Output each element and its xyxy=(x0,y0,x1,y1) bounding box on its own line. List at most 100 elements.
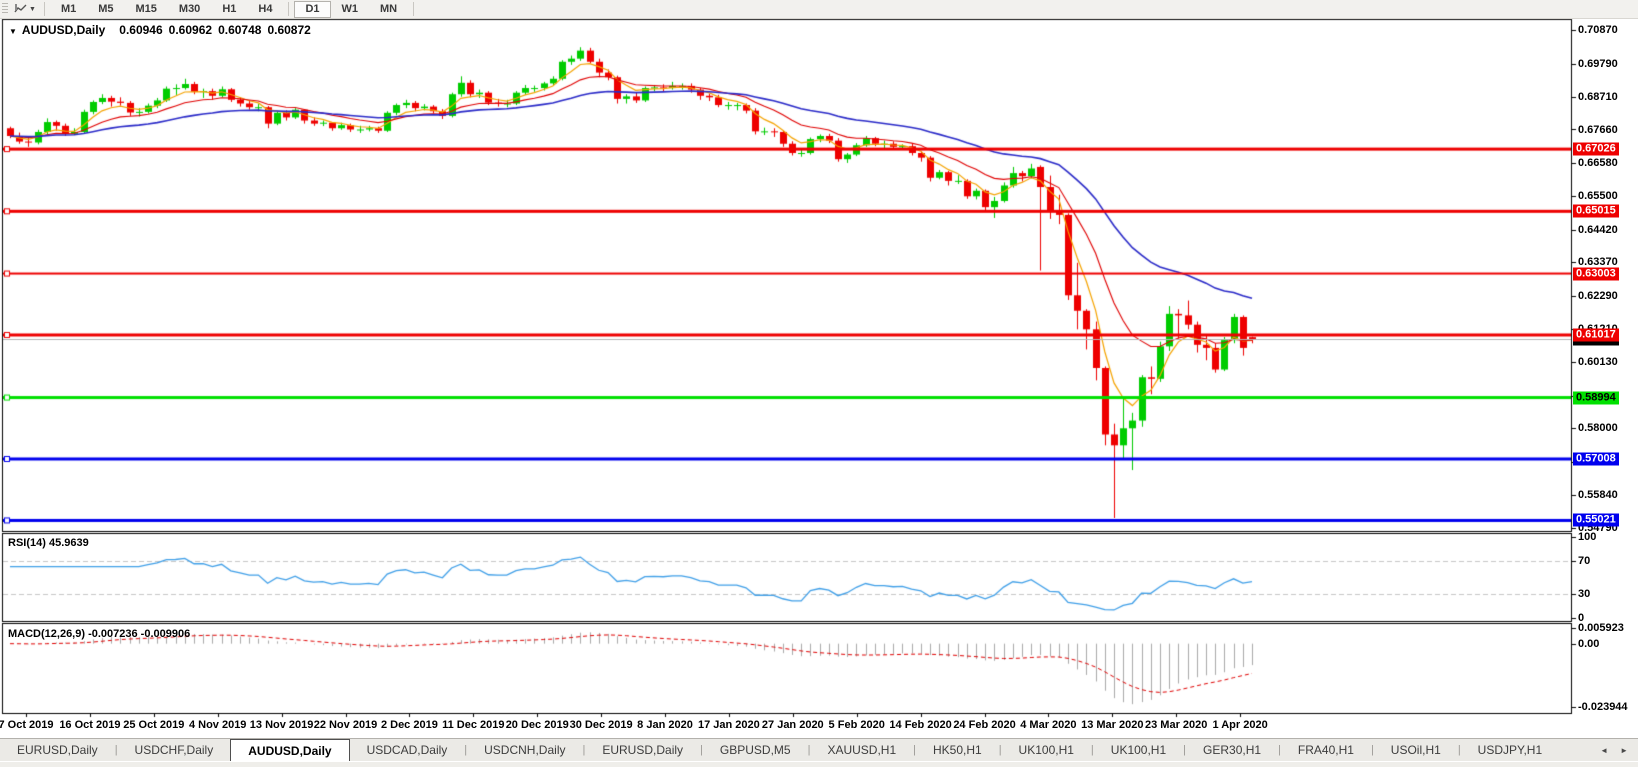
chart-cursor-icon[interactable] xyxy=(12,2,28,16)
tab-separator: | xyxy=(998,744,1002,756)
date-axis-label: 2 Dec 2019 xyxy=(380,719,438,731)
timeframe-button-D1[interactable]: D1 xyxy=(294,0,331,18)
date-axis[interactable]: 7 Oct 2019 16 Oct 2019 25 Oct 2019 4 Nov 20… xyxy=(0,718,1572,736)
tab-separator: | xyxy=(1278,744,1281,756)
timeframe-button-W1[interactable]: W1 xyxy=(341,2,359,15)
chart-symbol-label: AUDUSD,Daily xyxy=(21,23,106,37)
price-axis[interactable]: 0.70870 0.69790 0.68710 0.67660 0.66580 0.655… xyxy=(1573,18,1638,738)
tab-separator: | xyxy=(913,744,916,756)
rsi-indicator-label: RSI(14) 45.9639 xyxy=(8,537,89,549)
timeframe-button-H1[interactable]: H1 xyxy=(222,2,237,15)
status-strip xyxy=(0,761,1638,767)
date-axis-label: 8 Jan 2020 xyxy=(637,719,693,731)
price-chart-canvas[interactable] xyxy=(0,18,1638,738)
chart-tab-xauusd-h1[interactable]: XAUUSD,H1 xyxy=(827,743,897,757)
tabs-scroll-left-icon[interactable]: ◄ xyxy=(1600,746,1609,755)
tab-separator: | xyxy=(1090,744,1094,756)
toolbar-grip[interactable] xyxy=(2,3,8,15)
chart-tab-hk50-h1[interactable]: HK50,H1 xyxy=(932,743,982,757)
price-axis-label: 0.66580 xyxy=(1578,156,1618,169)
rsi-axis-label: 30 xyxy=(1578,587,1591,600)
date-axis-label: 25 Oct 2019 xyxy=(123,719,185,731)
chart-tab-uk100-h1[interactable]: UK100,H1 xyxy=(1110,743,1167,757)
chart-tab-usoil-h1[interactable]: USOil,H1 xyxy=(1390,743,1441,757)
tab-separator: | xyxy=(114,744,118,756)
chart-tab-gbpusd-m5[interactable]: GBPUSD,M5 xyxy=(719,743,791,757)
tab-separator: | xyxy=(582,744,586,756)
toolbar-separator xyxy=(43,2,45,16)
timeframe-button-M1[interactable]: M1 xyxy=(60,2,77,15)
chart-tab-eurusd-daily[interactable]: EURUSD,Daily xyxy=(17,743,98,757)
price-axis-label: 0.67660 xyxy=(1578,123,1618,136)
chart-tab-usdjpy-h1[interactable]: USDJPY,H1 xyxy=(1477,743,1543,757)
ohlc-close: 0.60872 xyxy=(267,23,311,37)
tabs-scroll-right-icon[interactable]: ► xyxy=(1620,746,1628,755)
macd-axis-label: 0.005923 xyxy=(1578,622,1624,634)
macd-axis-label: 0.00 xyxy=(1578,637,1600,650)
price-axis-label: 0.62290 xyxy=(1578,289,1618,302)
date-axis-label: 4 Mar 2020 xyxy=(1020,719,1077,731)
price-axis-label: 0.60130 xyxy=(1578,356,1618,369)
tab-separator: | xyxy=(1370,744,1374,756)
date-axis-label: 17 Jan 2020 xyxy=(698,719,760,731)
timeframe-button-M5[interactable]: M5 xyxy=(98,2,114,15)
top-toolbar: ▼ M1 M5 M15 M30 H1 H4 D1 W1 MN xyxy=(0,0,1638,19)
chart-tab-usdcnh-daily[interactable]: USDCNH,Daily xyxy=(484,743,566,757)
chart-collapse-icon[interactable]: ▼ xyxy=(9,27,17,36)
timeframe-button-H4[interactable]: H4 xyxy=(258,2,273,15)
tab-scroll-arrows: ◄ ► xyxy=(1600,739,1638,762)
ohlc-low: 0.60748 xyxy=(218,23,262,37)
date-axis-label: 20 Dec 2019 xyxy=(505,719,569,731)
price-axis-label: 0.69790 xyxy=(1578,57,1618,70)
macd-axis-label: -0.023944 xyxy=(1578,701,1628,713)
chart-window: ▼ AUDUSD,Daily 0.60946 0.60962 0.60748 0.6087… xyxy=(0,18,1638,738)
chart-tab-usdchf-daily[interactable]: USDCHF,Daily xyxy=(134,743,214,757)
date-axis-label: 13 Nov 2019 xyxy=(249,719,314,731)
timeframe-button-MN[interactable]: MN xyxy=(380,2,398,15)
date-axis-label: 5 Feb 2020 xyxy=(828,719,885,731)
date-axis-label: 24 Feb 2020 xyxy=(953,719,1016,731)
chart-tab-ger30-h1[interactable]: GER30,H1 xyxy=(1203,743,1262,757)
toolbar-separator xyxy=(288,2,290,16)
tab-separator: | xyxy=(700,744,703,756)
ohlc-open: 0.60946 xyxy=(119,23,163,37)
timeframe-button-M15[interactable]: M15 xyxy=(135,2,157,15)
date-axis-label: 23 Mar 2020 xyxy=(1144,719,1208,731)
rsi-axis-label: 100 xyxy=(1578,531,1597,543)
date-axis-label: 7 Oct 2019 xyxy=(0,719,54,731)
timeframe-button-M30[interactable]: M30 xyxy=(178,2,201,15)
date-axis-label: 11 Dec 2019 xyxy=(442,719,505,731)
hline-price-badge: 0.55021 xyxy=(1573,513,1619,527)
hline-price-badge: 0.63003 xyxy=(1573,267,1619,281)
price-axis-label: 0.70870 xyxy=(1578,24,1618,37)
tab-separator: | xyxy=(807,744,811,756)
chart-tab-uk100-h1[interactable]: UK100,H1 xyxy=(1018,743,1074,757)
date-axis-label: 1 Apr 2020 xyxy=(1212,719,1268,731)
rsi-axis-label: 70 xyxy=(1578,555,1591,568)
tab-separator: | xyxy=(1457,744,1461,756)
chevron-down-icon[interactable]: ▼ xyxy=(29,5,36,13)
chart-tab-audusd-daily[interactable]: AUDUSD,Daily xyxy=(230,739,350,762)
tab-separator: | xyxy=(464,744,468,756)
chart-tab-usdcad-daily[interactable]: USDCAD,Daily xyxy=(366,743,448,757)
hline-price-badge: 0.57008 xyxy=(1573,452,1619,466)
date-axis-label: 14 Feb 2020 xyxy=(889,719,952,731)
chart-tabs-bar: EURUSD,Daily | USDCHF,Daily AUDUSD,Daily USD… xyxy=(0,738,1638,762)
date-axis-label: 16 Oct 2019 xyxy=(59,719,121,731)
date-axis-label: 27 Jan 2020 xyxy=(761,719,824,731)
chart-tab-eurusd-daily[interactable]: EURUSD,Daily xyxy=(602,743,684,757)
price-axis-label: 0.65500 xyxy=(1578,190,1618,203)
chart-tab-fra40-h1[interactable]: FRA40,H1 xyxy=(1297,743,1354,757)
price-axis-label: 0.64420 xyxy=(1578,223,1618,236)
date-axis-label: 4 Nov 2019 xyxy=(188,719,247,731)
tab-separator: | xyxy=(1183,744,1187,756)
hline-price-badge: 0.58994 xyxy=(1573,391,1619,405)
rsi-axis-label: 0 xyxy=(1578,612,1585,624)
timeframe-toolbar: M1 M5 M15 M30 H1 H4 D1 W1 MN xyxy=(50,0,419,18)
ohlc-high: 0.60962 xyxy=(168,23,213,37)
price-axis-label: 0.68710 xyxy=(1578,91,1618,104)
macd-indicator-label: MACD(12,26,9) -0.007236 -0.009906 xyxy=(8,628,191,640)
date-axis-label: 13 Mar 2020 xyxy=(1081,719,1144,731)
price-axis-label: 0.55840 xyxy=(1578,489,1618,502)
chart-tab-list: EURUSD,Daily | USDCHF,Daily AUDUSD,Daily USD… xyxy=(0,739,1559,762)
